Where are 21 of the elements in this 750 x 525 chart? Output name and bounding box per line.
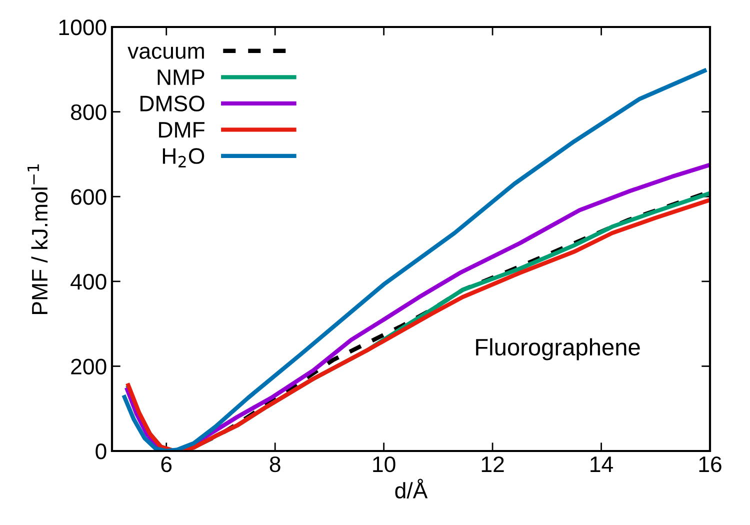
x-tick-label: 6 [161,456,172,472]
y-tick-label: 1000 [59,20,106,36]
legend-label: vacuum [128,46,204,59]
legend-label: DMF [159,122,204,138]
y-axis-title: PMF / kJ.mol$^{−1}$ [28,164,48,314]
x-axis-title: d/Å [395,478,428,498]
x-tick-label: 8 [270,456,280,472]
line-series [122,68,707,451]
x-tick-label: 16 [699,456,722,472]
x-tick-label: 14 [590,456,613,472]
x-tick-label: 10 [373,456,396,472]
legend-label: H$_{2}$O [162,148,204,168]
y-tick-label: 600 [71,189,106,205]
y-tick-label: 0 [96,444,106,460]
y-tick-label: 800 [71,104,106,120]
x-tick-label: 12 [482,456,504,472]
annotation: Fluorographene [476,338,640,360]
y-tick-label: 400 [70,274,106,290]
legend-label: NMP [158,70,204,85]
legend-label: DMSO [140,96,204,112]
y-tick-label: 200 [71,358,106,374]
